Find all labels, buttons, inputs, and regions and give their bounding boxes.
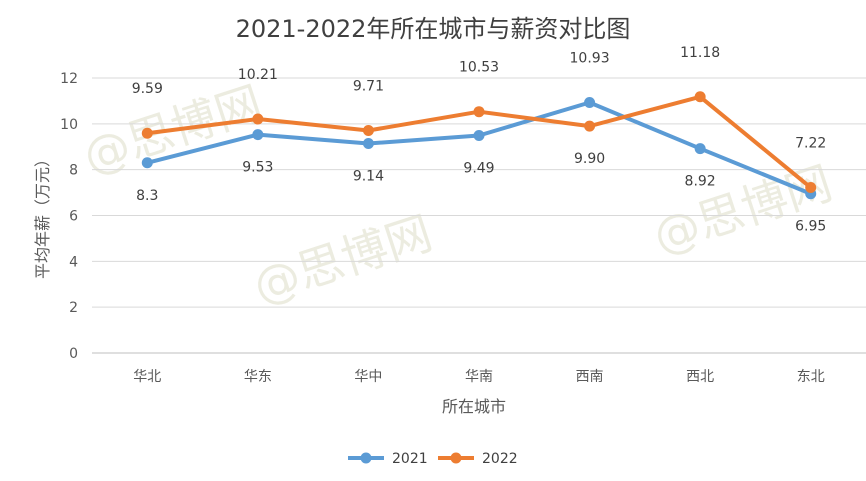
y-axis-title: 平均年薪（万元） [33,151,52,279]
data-point[interactable] [694,143,706,155]
x-axis-ticks: 华北 华东 华中 华南 西南 西北 东北 [133,369,824,385]
legend-swatch-marker [360,452,372,464]
x-axis-title: 所在城市 [442,397,506,416]
y-tick-label: 10 [60,117,78,133]
data-point[interactable] [694,91,706,103]
x-tick-label: 东北 [797,369,825,385]
legend-swatch-marker [450,452,462,464]
data-label: 10.21 [238,67,278,83]
data-label: 8.3 [136,188,158,204]
series-2022 [141,91,817,194]
data-point[interactable] [252,113,264,125]
data-point[interactable] [141,127,153,139]
watermark-layer: @思博网 @思博网 @思博网 [77,76,839,314]
y-tick-label: 0 [69,346,78,362]
chart-title: 2021-2022年所在城市与薪资对比图 [236,15,631,43]
x-tick-label: 华南 [465,369,493,385]
data-label: 9.53 [242,160,273,176]
data-point[interactable] [473,106,485,118]
legend-label: 2022 [482,451,518,467]
legend-item-2021[interactable]: 2021 [348,451,428,467]
data-point[interactable] [584,120,596,132]
data-point[interactable] [473,130,485,142]
data-label: 9.59 [132,81,163,97]
watermark-3: @思博网 [647,156,839,264]
y-axis-ticks: 0 2 4 6 8 10 12 [60,71,78,362]
watermark-2: @思博网 [247,206,439,314]
x-tick-label: 西南 [576,369,604,385]
data-point[interactable] [805,182,817,194]
data-point[interactable] [584,97,596,109]
x-tick-label: 华北 [133,369,161,385]
data-label: 9.71 [353,78,384,94]
y-tick-label: 4 [69,254,78,270]
data-label: 7.22 [795,136,826,152]
data-label: 11.18 [680,45,720,61]
x-tick-label: 西北 [686,369,714,385]
data-label: 6.95 [795,219,826,235]
y-tick-label: 6 [69,209,78,225]
data-point[interactable] [362,138,374,150]
data-label: 8.92 [685,174,716,190]
y-tick-label: 8 [69,163,78,179]
data-label: 10.93 [570,51,610,67]
data-label: 9.14 [353,169,384,185]
data-label: 10.53 [459,60,499,76]
x-tick-label: 华东 [244,369,272,385]
x-tick-label: 华中 [354,369,382,385]
y-tick-label: 2 [69,300,78,316]
legend-label: 2021 [392,451,428,467]
legend-item-2022[interactable]: 2022 [438,451,518,467]
data-label: 9.90 [574,151,605,167]
data-point[interactable] [362,124,374,136]
legend[interactable]: 2021 2022 [348,451,518,467]
series-layer [141,91,817,200]
data-point[interactable] [252,129,264,141]
data-label: 9.49 [463,161,494,177]
data-point[interactable] [141,157,153,169]
data-label-layer: 8.3 9.59 9.53 10.21 9.14 9.71 9.49 10.53 10.93 9.… [132,45,827,235]
gridlines [92,77,866,354]
y-tick-label: 12 [60,71,78,87]
